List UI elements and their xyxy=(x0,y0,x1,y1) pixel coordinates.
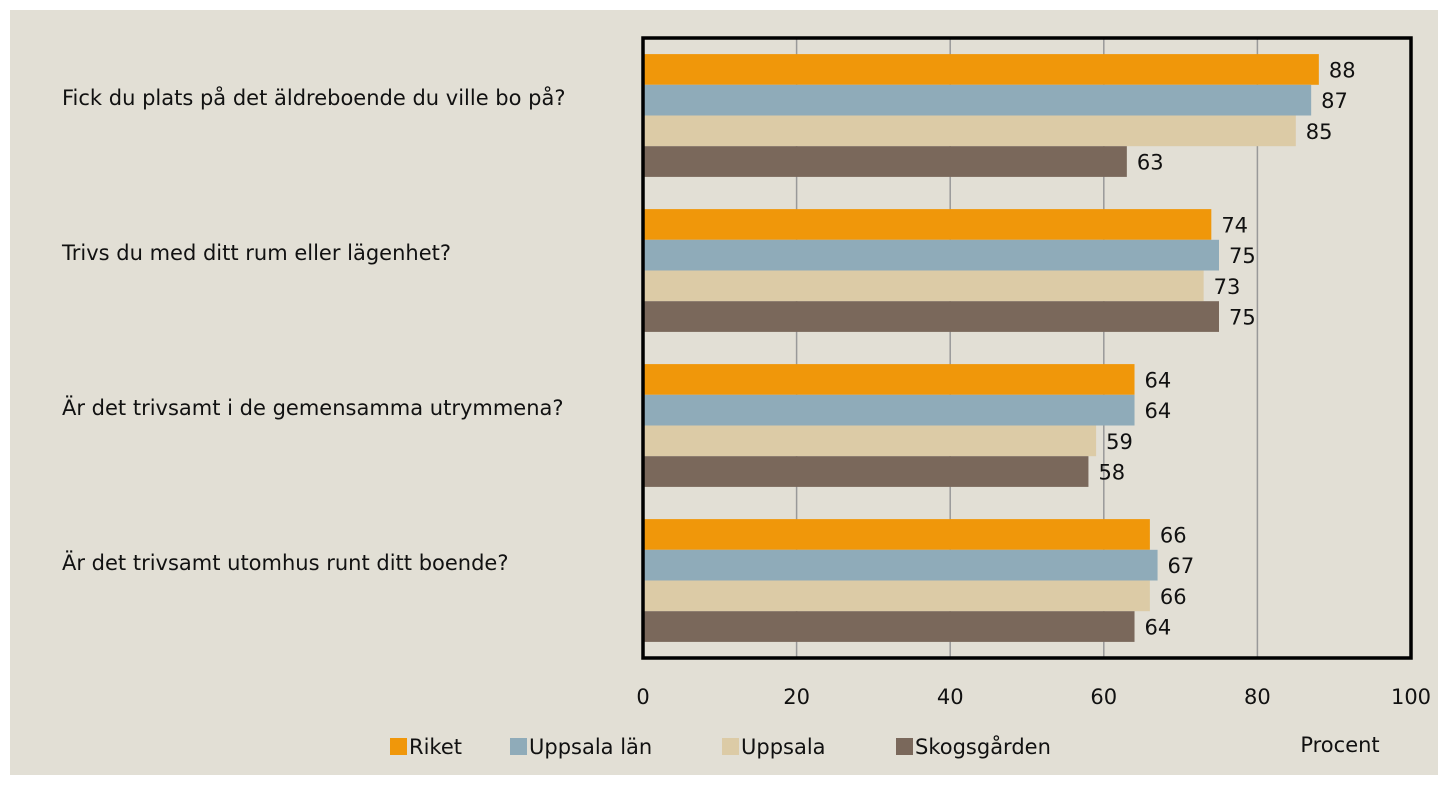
value-label: 63 xyxy=(1137,151,1164,175)
value-label: 59 xyxy=(1106,430,1133,454)
legend-label: Uppsala län xyxy=(529,735,652,759)
legend-swatch xyxy=(722,738,739,755)
bar xyxy=(643,364,1135,395)
bar xyxy=(643,54,1319,85)
value-label: 75 xyxy=(1229,244,1256,268)
bar xyxy=(643,519,1150,550)
value-label: 74 xyxy=(1221,213,1248,237)
value-label: 66 xyxy=(1160,523,1187,547)
x-tick-label: 80 xyxy=(1244,685,1271,709)
value-label: 88 xyxy=(1329,58,1356,82)
legend-swatch xyxy=(390,738,407,755)
value-label: 87 xyxy=(1321,89,1348,113)
bar xyxy=(643,425,1097,457)
bar xyxy=(643,115,1296,147)
bar xyxy=(643,301,1219,332)
value-label: 64 xyxy=(1145,616,1172,640)
x-tick-label: 0 xyxy=(636,685,649,709)
legend-label: Riket xyxy=(409,735,462,759)
value-label: 75 xyxy=(1229,306,1256,330)
x-axis-label: Procent xyxy=(1300,733,1379,757)
value-label: 66 xyxy=(1160,585,1187,609)
x-tick-label: 40 xyxy=(937,685,964,709)
bar xyxy=(643,549,1158,581)
bar xyxy=(643,611,1135,642)
legend-label: Uppsala xyxy=(741,735,826,759)
bar xyxy=(643,239,1219,271)
value-label: 67 xyxy=(1168,554,1195,578)
value-label: 73 xyxy=(1214,275,1241,299)
legend-swatch xyxy=(896,738,913,755)
legend-swatch xyxy=(510,738,527,755)
category-label: Trivs du med ditt rum eller lägenhet? xyxy=(62,241,452,266)
x-tick-label: 20 xyxy=(783,685,810,709)
x-tick-label: 60 xyxy=(1090,685,1117,709)
category-label: Är det trivsamt utomhus runt ditt boende… xyxy=(62,551,509,576)
value-label: 58 xyxy=(1098,461,1125,485)
category-label: Är det trivsamt i de gemensamma utrymmen… xyxy=(62,396,564,421)
x-tick-label: 100 xyxy=(1391,685,1431,709)
bar xyxy=(643,580,1150,612)
value-label: 85 xyxy=(1306,120,1333,144)
value-label: 64 xyxy=(1145,368,1172,392)
bar xyxy=(643,209,1212,240)
bar xyxy=(643,394,1135,426)
plot-frame xyxy=(641,36,1413,660)
bar xyxy=(643,84,1312,116)
bar xyxy=(643,456,1089,487)
value-label: 64 xyxy=(1145,399,1172,423)
category-label: Fick du plats på det äldreboende du vill… xyxy=(62,86,566,111)
legend-label: Skogsgården xyxy=(915,734,1051,759)
bar xyxy=(643,146,1127,177)
bar xyxy=(643,270,1204,302)
